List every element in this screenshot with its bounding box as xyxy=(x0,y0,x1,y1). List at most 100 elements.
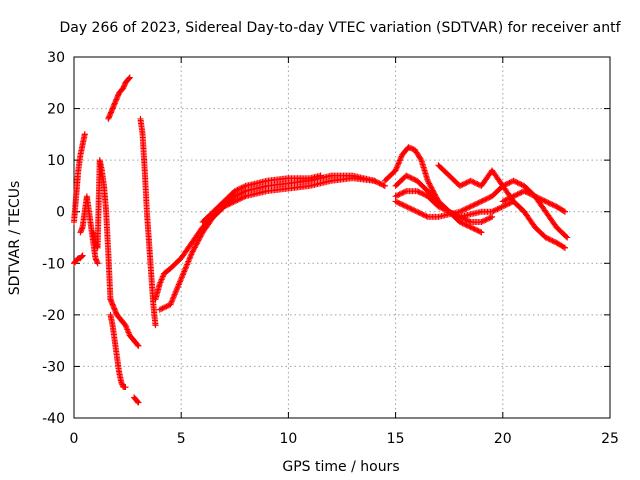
data-point xyxy=(478,198,485,205)
data-point xyxy=(317,172,324,179)
data-point xyxy=(560,244,567,251)
data-point xyxy=(487,214,494,221)
data-point xyxy=(126,74,133,81)
data-point xyxy=(187,252,194,259)
data-point xyxy=(518,189,525,196)
data-point xyxy=(467,203,474,210)
data-point xyxy=(158,306,165,313)
data-point xyxy=(238,195,245,202)
data-point xyxy=(156,306,163,313)
data-point xyxy=(436,204,443,211)
data-point xyxy=(466,204,473,211)
data-point xyxy=(376,180,383,187)
data-point xyxy=(463,205,470,212)
data-point xyxy=(416,189,423,196)
series-track-6 xyxy=(107,311,129,391)
data-point xyxy=(439,205,446,212)
data-point xyxy=(393,164,400,171)
data-point xyxy=(523,189,530,196)
data-point xyxy=(167,301,174,308)
data-point xyxy=(466,218,473,225)
data-point xyxy=(467,177,474,184)
data-point xyxy=(404,204,411,211)
data-point xyxy=(396,191,403,198)
data-point xyxy=(397,154,404,161)
data-point xyxy=(498,204,505,211)
data-point xyxy=(372,178,379,185)
data-point xyxy=(501,182,508,189)
data-point xyxy=(560,207,567,214)
data-point xyxy=(174,284,181,291)
data-point xyxy=(417,155,424,162)
series-track-4 xyxy=(90,157,114,303)
data-point xyxy=(171,291,178,298)
data-point xyxy=(394,163,401,170)
data-point xyxy=(473,200,479,207)
data-point xyxy=(178,275,185,282)
data-point xyxy=(229,199,236,206)
data-point xyxy=(196,234,203,241)
data-point xyxy=(182,265,189,272)
data-point xyxy=(231,198,238,205)
data-point xyxy=(460,220,467,227)
data-point xyxy=(394,161,401,168)
data-point xyxy=(379,181,386,188)
data-point xyxy=(483,195,490,202)
data-point xyxy=(475,199,482,206)
data-point xyxy=(510,193,517,200)
data-point xyxy=(462,206,469,213)
data-point xyxy=(393,199,400,206)
data-point xyxy=(392,167,399,174)
data-point xyxy=(456,219,463,226)
data-point xyxy=(416,210,423,217)
y-tick-label: 10 xyxy=(47,153,65,169)
data-point xyxy=(172,288,179,295)
data-point xyxy=(134,341,141,348)
data-point xyxy=(415,209,422,216)
data-point xyxy=(489,208,496,215)
data-point xyxy=(499,182,506,189)
data-point xyxy=(517,180,524,187)
data-point xyxy=(427,183,434,190)
data-point xyxy=(188,251,195,258)
data-point xyxy=(502,202,509,209)
data-point xyxy=(511,192,518,199)
data-point xyxy=(79,252,86,259)
data-point xyxy=(497,204,504,211)
data-point xyxy=(479,197,486,204)
data-point xyxy=(494,206,501,213)
data-point xyxy=(477,199,484,206)
data-point xyxy=(545,235,552,242)
data-point xyxy=(552,239,559,246)
data-point xyxy=(392,193,399,200)
data-point xyxy=(238,184,245,191)
data-point xyxy=(163,303,170,310)
data-point xyxy=(395,160,402,167)
data-point xyxy=(419,211,426,218)
data-point xyxy=(225,201,232,208)
data-point xyxy=(169,295,176,302)
data-point xyxy=(527,191,534,198)
data-point xyxy=(168,298,175,305)
data-point xyxy=(533,193,540,200)
data-point xyxy=(440,206,447,213)
data-point xyxy=(475,228,482,235)
data-point xyxy=(184,259,191,266)
x-tick-label: 5 xyxy=(177,431,186,447)
data-point xyxy=(515,180,522,187)
data-point xyxy=(401,188,408,195)
x-tick-label: 25 xyxy=(601,431,619,447)
data-point xyxy=(78,253,85,260)
data-point xyxy=(396,159,403,166)
data-point xyxy=(122,384,129,391)
data-point xyxy=(400,189,407,196)
data-point xyxy=(424,177,431,184)
data-point xyxy=(489,213,496,220)
data-point xyxy=(456,182,463,189)
data-point xyxy=(183,262,190,269)
data-point xyxy=(493,206,500,213)
data-point xyxy=(393,192,400,199)
data-point xyxy=(501,197,508,204)
data-point xyxy=(392,198,399,205)
data-point xyxy=(468,178,475,185)
